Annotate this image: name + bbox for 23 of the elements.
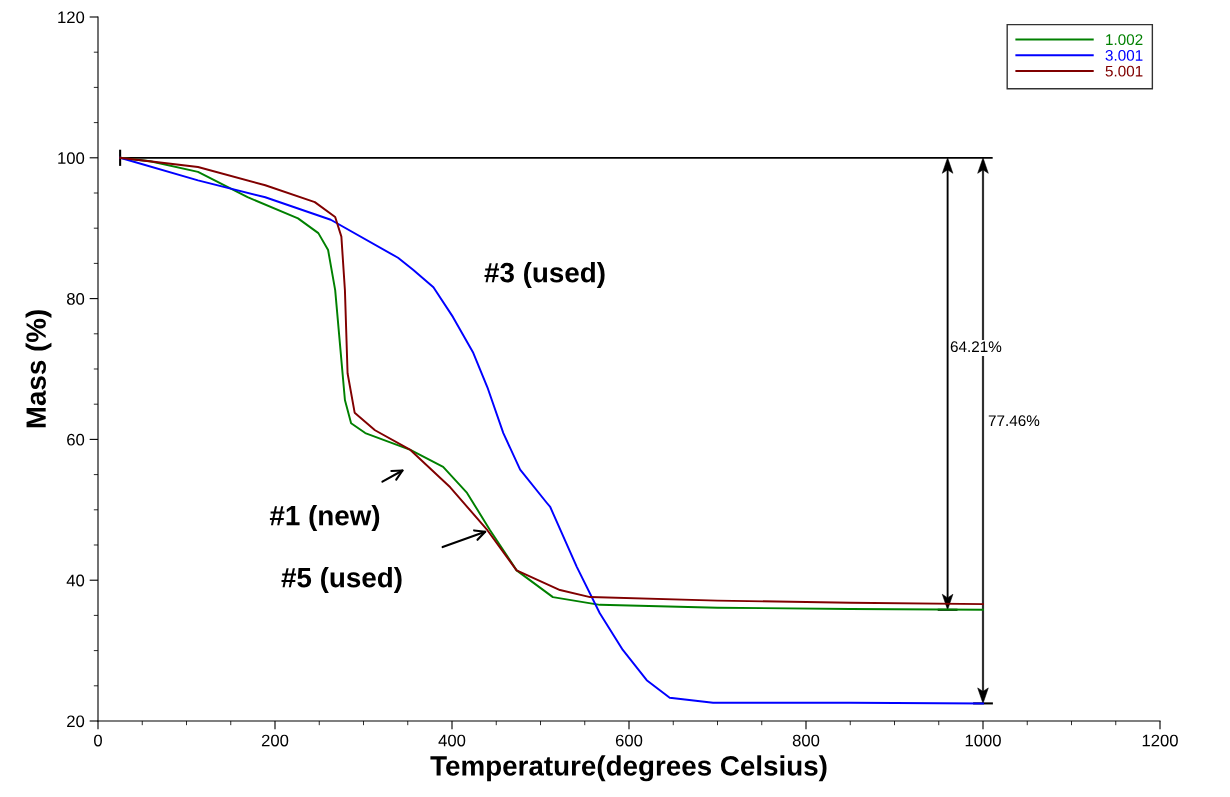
y-tick-label: 80 — [66, 293, 85, 305]
annotation: #1 (new) — [269, 505, 380, 531]
x-tick-label: 200 — [261, 734, 289, 747]
y-tick-label: 20 — [67, 715, 85, 728]
x-axis-title: Temperature(degrees Celsius) — [430, 755, 827, 782]
x-tick-label: 1200 — [1142, 734, 1178, 747]
legend-label: 3.001 — [1105, 49, 1143, 61]
annotation: #3 (used) — [484, 262, 605, 288]
annotation: 77.46% — [988, 415, 1040, 427]
legend-label: 5.001 — [1105, 65, 1143, 77]
y-tick-label: 40 — [66, 574, 85, 587]
legend-label: 1.002 — [1106, 34, 1143, 46]
x-tick-label: 1000 — [965, 734, 1001, 747]
y-axis-title: Mass (%) — [25, 310, 52, 428]
x-tick-label: 800 — [792, 734, 820, 747]
annotation: #5 (used) — [281, 567, 402, 593]
x-tick-label: 400 — [438, 734, 466, 747]
y-tick-label: 100 — [58, 152, 85, 164]
y-tick-label: 120 — [58, 11, 85, 24]
y-tick-label: 60 — [67, 433, 85, 446]
annotation: 64.21% — [950, 341, 1002, 353]
x-tick-label: 0 — [94, 734, 102, 747]
x-tick-label: 600 — [615, 734, 643, 747]
